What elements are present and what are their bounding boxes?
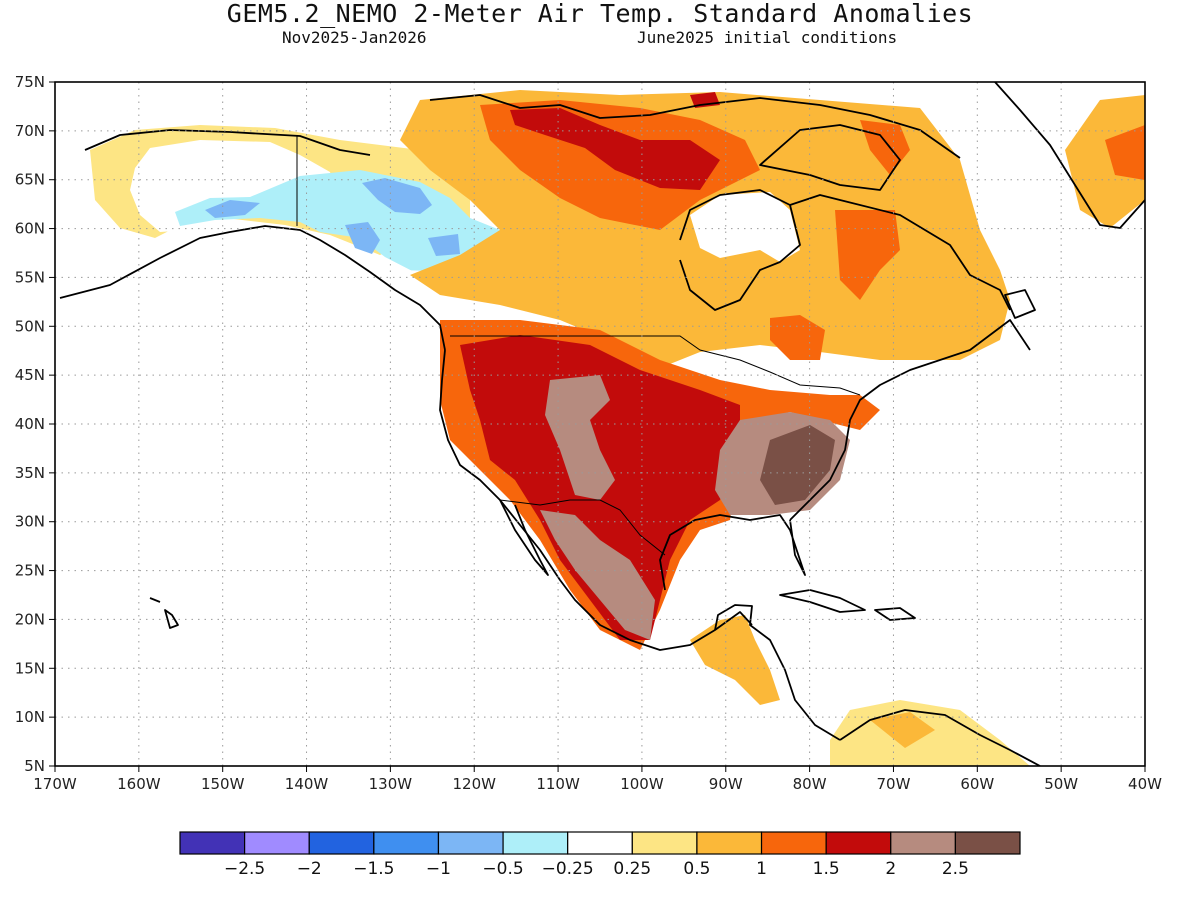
lon-tick-label: 130W [369, 775, 413, 793]
lat-tick-label: 15N [15, 659, 45, 677]
west-coast [439, 349, 753, 651]
lon-tick-label: 70W [877, 775, 911, 793]
initial-conditions: June2025 initial conditions [637, 28, 898, 47]
alaska-coastline [59, 225, 446, 351]
labrador-coast [789, 194, 1011, 311]
shade-southamerica-orange [870, 712, 935, 748]
us-mexico-border [499, 499, 666, 556]
colorbar-swatch [308, 831, 375, 855]
colorbar-label: −2.5 [224, 859, 265, 879]
lat-tick-label: 50N [15, 317, 45, 335]
hudson-bay [679, 189, 801, 311]
lat-tick-label: 35N [15, 464, 45, 482]
shade-arctic-red [510, 108, 720, 190]
political-boundaries [296, 136, 861, 556]
lon-tick-label: 60W [960, 775, 994, 793]
alaska-north-coast [84, 129, 371, 156]
colorbar-swatch [954, 831, 1021, 855]
longitude-axis: 170W 160W 150W 140W 130W 120W 110W 100W 90W 80W 70… [33, 766, 1162, 793]
lon-tick-label: 110W [536, 775, 580, 793]
gulf-coast [659, 514, 806, 591]
colorbar-label: 0.5 [683, 859, 710, 879]
us-canada-border [450, 335, 861, 396]
latitude-axis: 75N 70N 65N 60N 55N 50N 45N 40N 35N 30N 25N 20N 15N 1… [15, 73, 55, 775]
map-title: GEM5.2_NEMO 2-Meter Air Temp. Standard A… [226, 0, 974, 28]
anomaly-shading [90, 90, 1145, 766]
east-coast [789, 319, 1031, 521]
shade-mexico-brown [540, 510, 655, 640]
lat-tick-label: 30N [15, 513, 45, 531]
shade-hudson-white [690, 192, 800, 262]
lon-tick-label: 120W [452, 775, 496, 793]
colorbar: −2.5 −2 −1.5 −1 −0.5 −0.25 0.25 0.5 1 1.5 2 2.5 [179, 831, 1021, 879]
greenland-coast [994, 82, 1145, 229]
lat-tick-label: 70N [15, 122, 45, 140]
lat-tick-label: 55N [15, 268, 45, 286]
colorbar-label: 1.5 [813, 859, 840, 879]
colorbar-label: −0.5 [482, 859, 523, 879]
lon-tick-label: 90W [709, 775, 743, 793]
colorbar-swatch [567, 831, 633, 855]
colorbar-label: −1.5 [353, 859, 394, 879]
shade-greenland-darkorange [1105, 125, 1145, 180]
colorbar-label: 2 [885, 859, 896, 879]
lat-tick-label: 20N [15, 610, 45, 628]
shade-greenland-orange [1065, 95, 1145, 228]
lat-tick-label: 10N [15, 708, 45, 726]
hispaniola-island [874, 607, 916, 621]
lat-tick-label: 40N [15, 415, 45, 433]
colorbar-swatch [179, 831, 246, 855]
lat-tick-label: 5N [24, 757, 45, 775]
colorbar-label: −0.25 [542, 859, 594, 879]
colorbar-label: −1 [426, 859, 451, 879]
lon-tick-label: 100W [620, 775, 664, 793]
colorbar-label: −2 [297, 859, 322, 879]
colorbar-label: 2.5 [942, 859, 969, 879]
lon-tick-label: 40W [1128, 775, 1162, 793]
forecast-period: Nov2025-Jan2026 [282, 28, 427, 47]
colorbar-label: 0.25 [613, 859, 651, 879]
shade-canada-blue [362, 178, 432, 214]
lon-tick-label: 150W [201, 775, 245, 793]
colorbar-swatch [760, 831, 827, 855]
lon-tick-label: 80W [793, 775, 827, 793]
shade-centralamerica-orange [690, 615, 780, 705]
lon-tick-label: 50W [1044, 775, 1078, 793]
lon-tick-label: 140W [285, 775, 329, 793]
south-america-coast [839, 709, 1041, 766]
shade-us-brown [545, 375, 615, 500]
colorbar-swatch [437, 831, 504, 855]
baja-peninsula [499, 499, 549, 576]
lat-tick-label: 25N [15, 562, 45, 580]
lat-tick-label: 45N [15, 366, 45, 384]
colorbar-swatch [631, 831, 698, 855]
baffin-island [759, 124, 901, 191]
hawaii-islands [149, 597, 179, 629]
shade-southeast-darkbrown [760, 425, 835, 505]
yucatan-coast [714, 604, 841, 741]
colorbar-swatch [373, 831, 440, 855]
colorbar-swatch [502, 831, 569, 855]
colorbar-swatch [890, 831, 956, 855]
colorbar-label: 1 [756, 859, 767, 879]
shade-canada-blue [205, 200, 260, 218]
colorbar-swatch [825, 831, 892, 855]
lon-tick-label: 170W [33, 775, 77, 793]
shade-canada-blue [428, 234, 460, 256]
colorbar-swatch [696, 831, 763, 855]
shade-labrador-darkorange [835, 210, 900, 300]
lat-tick-label: 60N [15, 220, 45, 238]
arctic-archipelago [429, 94, 961, 159]
colorbar-swatch [244, 831, 310, 855]
newfoundland [1004, 289, 1036, 319]
lat-tick-label: 65N [15, 171, 45, 189]
lat-tick-label: 75N [15, 73, 45, 91]
shade-canada-blue [345, 222, 380, 254]
lon-tick-label: 160W [117, 775, 161, 793]
